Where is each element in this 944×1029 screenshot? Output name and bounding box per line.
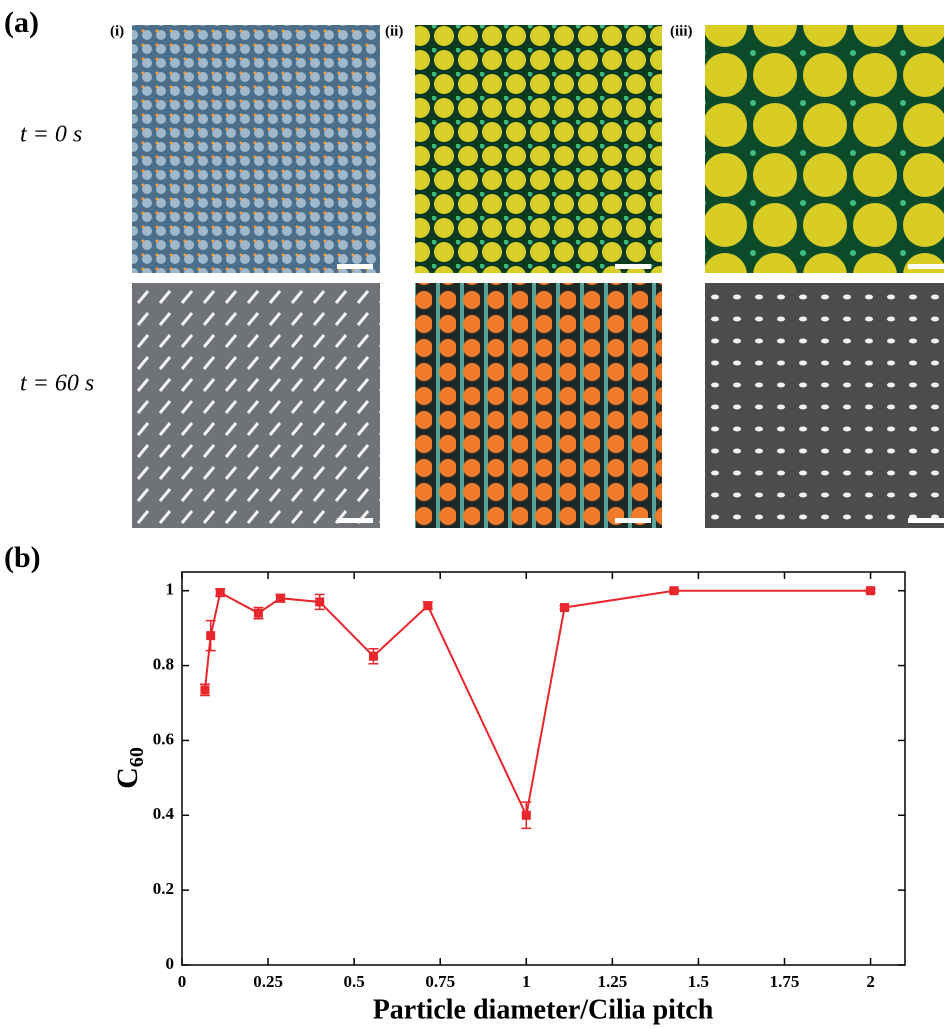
x-tick-label: 0.75: [425, 972, 455, 991]
photo: [705, 25, 944, 273]
photo: [132, 25, 380, 273]
plot-frame: [182, 572, 905, 965]
marker: [369, 652, 378, 661]
column-label: (i): [110, 23, 124, 39]
marker: [522, 811, 531, 820]
y-tick-label: 1: [166, 580, 175, 599]
y-axis-title: C60: [111, 747, 148, 789]
x-tick-label: 0.5: [344, 972, 365, 991]
photo: [132, 283, 380, 528]
row-label: t = 60 s: [20, 371, 94, 397]
marker: [669, 586, 678, 595]
marker: [276, 594, 285, 603]
marker: [200, 685, 209, 694]
marker: [315, 597, 324, 606]
y-tick-label: 0: [166, 954, 175, 973]
line: [205, 591, 871, 816]
x-tick-label: 2: [866, 972, 875, 991]
x-tick-label: 1.5: [688, 972, 709, 991]
marker: [216, 588, 225, 597]
y-tick-label: 0.6: [153, 729, 174, 748]
x-tick-label: 1.75: [770, 972, 800, 991]
row-label: t = 0 s: [20, 122, 82, 148]
photo: [705, 283, 944, 528]
photo: [415, 25, 662, 273]
column-label: (ii): [385, 23, 403, 39]
marker: [866, 586, 875, 595]
y-tick-label: 0.4: [153, 804, 175, 823]
panel-label: (a): [4, 6, 39, 39]
photo: [415, 283, 662, 528]
x-tick-label: 0: [178, 972, 187, 991]
marker: [560, 603, 569, 612]
y-tick-label: 0.8: [153, 654, 174, 673]
panel-label: (b): [4, 541, 41, 574]
marker: [423, 601, 432, 610]
y-axis-title-sub: 60: [126, 747, 148, 767]
marker: [206, 631, 215, 640]
y-tick-label: 0.2: [153, 879, 174, 898]
x-tick-label: 1: [522, 972, 531, 991]
x-tick-label: 1.25: [597, 972, 627, 991]
figure: (a) (i) (ii) (iii) t = 0 s t = 60 s (b) …: [0, 0, 944, 1029]
x-tick-label: 0.25: [253, 972, 283, 991]
marker: [254, 609, 263, 618]
y-axis-title-main: C: [111, 767, 144, 789]
column-label: (iii): [670, 23, 693, 39]
x-axis-title: Particle diameter/Cilia pitch: [373, 994, 714, 1025]
